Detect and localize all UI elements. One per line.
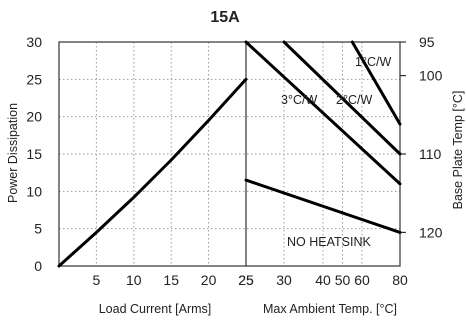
left-x-axis-label: Load Current [Arms] — [99, 302, 212, 316]
left-y-tick-label: 10 — [26, 183, 42, 199]
series-label-2-c-w: 2°C/W — [336, 93, 372, 107]
power-dissipation-curve — [57, 77, 248, 268]
left-x-tick-label: 10 — [126, 272, 142, 288]
left-y-axis-label: Power Dissipation — [6, 103, 20, 203]
grid-layer — [59, 42, 400, 266]
series-layer — [57, 40, 402, 268]
derating-line-1-c-w — [350, 40, 402, 126]
left-x-tick-label: 5 — [93, 272, 101, 288]
right-x-tick-label: 80 — [392, 272, 408, 288]
left-x-tick-label: 25 — [238, 272, 254, 288]
text-layer: 15A Load Current [Arms] Max Ambient Temp… — [6, 9, 465, 316]
right-y-tick-label: 100 — [419, 68, 443, 84]
right-y-tick-label: 110 — [419, 146, 442, 162]
right-x-tick-label: 50 — [335, 272, 351, 288]
series-label-3-c-w: 3°C/W — [281, 93, 317, 107]
right-x-tick-label: 30 — [276, 272, 292, 288]
series-label-no-heatsink: NO HEATSINK — [287, 235, 371, 249]
left-y-tick-label: 25 — [26, 71, 42, 87]
right-x-tick-label: 40 — [315, 272, 331, 288]
right-x-tick-label: 60 — [354, 272, 370, 288]
derating-line-2-c-w — [282, 40, 402, 156]
chart-title: 15A — [210, 9, 240, 26]
left-x-tick-label: 20 — [201, 272, 217, 288]
derating-line-3-c-w — [244, 40, 402, 186]
left-y-tick-label: 30 — [26, 34, 42, 50]
right-y-tick-label: 95 — [419, 34, 435, 50]
left-y-tick-label: 20 — [26, 109, 42, 125]
left-y-tick-label: 5 — [34, 221, 42, 237]
left-y-tick-label: 0 — [34, 258, 42, 274]
right-x-axis-label: Max Ambient Temp. [°C] — [263, 302, 397, 316]
derating-line-no-heatsink — [244, 178, 402, 234]
right-y-axis-label: Base Plate Temp [°C] — [451, 91, 465, 210]
left-y-tick-label: 15 — [26, 146, 42, 162]
series-label-1-c-w: 1°C/W — [355, 55, 391, 69]
plot-frame — [58, 41, 401, 267]
left-x-tick-label: 15 — [163, 272, 179, 288]
right-x-tick-label: 25 — [238, 272, 254, 288]
right-y-tick-label: 120 — [419, 224, 443, 240]
